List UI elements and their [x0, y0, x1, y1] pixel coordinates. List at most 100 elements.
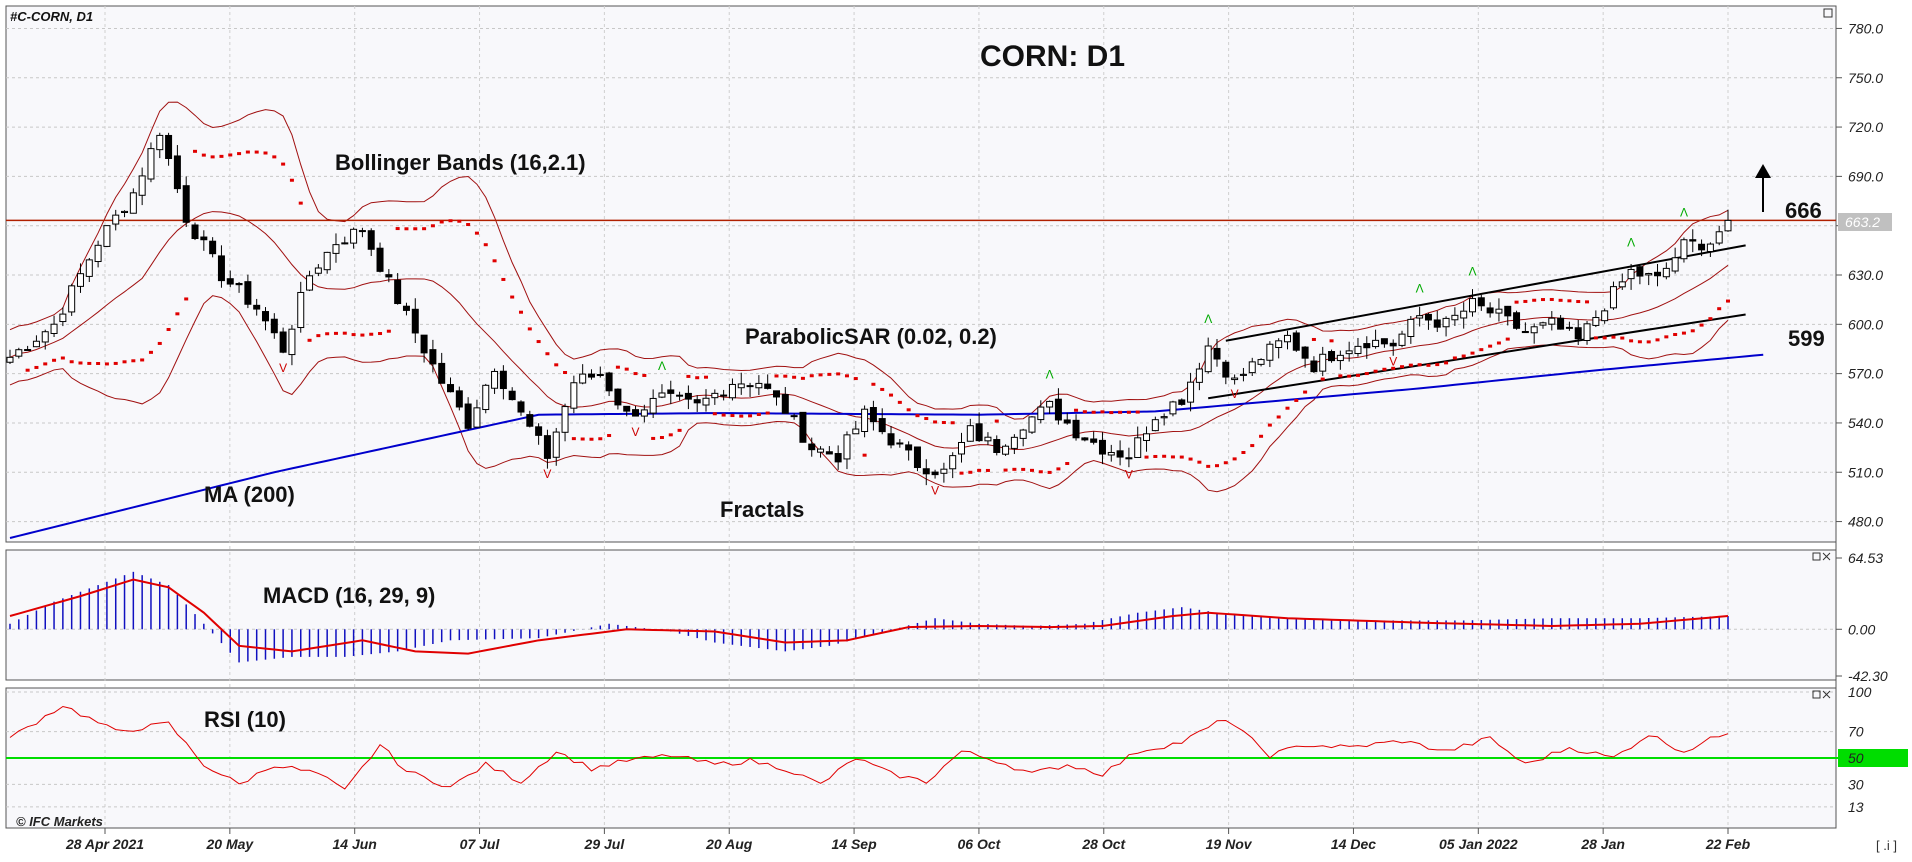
parabolic-sar: [25, 149, 1730, 475]
candle: [632, 405, 640, 417]
sar-dot: [1126, 410, 1131, 414]
sar-dot: [122, 360, 127, 364]
candle: [350, 227, 358, 249]
sar-dot: [1285, 406, 1290, 410]
sar-dot: [1320, 377, 1325, 381]
candle-body: [394, 279, 402, 305]
candle: [1222, 359, 1230, 385]
price-tag-value: 663.2: [1845, 214, 1880, 230]
candle: [50, 315, 58, 337]
candle-body: [1204, 345, 1212, 373]
sar-dot: [1338, 374, 1343, 378]
candle: [1328, 349, 1336, 363]
candle-body: [949, 455, 957, 470]
sar-dot: [633, 372, 638, 376]
candle-body: [297, 291, 305, 329]
candle-body: [931, 471, 939, 476]
price-tick-label: 750.0: [1848, 70, 1883, 86]
candle-body: [535, 426, 543, 436]
candle: [1107, 444, 1115, 462]
candle-body: [1239, 373, 1247, 376]
candle: [121, 210, 129, 218]
candle: [1019, 428, 1027, 447]
candle-body: [1592, 317, 1600, 326]
candle-body: [781, 394, 789, 414]
candle-body: [200, 236, 208, 241]
candle-body: [24, 349, 32, 352]
sar-dot: [245, 150, 250, 154]
sar-dot: [642, 373, 647, 377]
candle: [455, 386, 463, 411]
candle-body: [570, 382, 578, 409]
sar-dot: [78, 361, 83, 365]
candle-body: [1248, 361, 1256, 374]
fractals-label: Fractals: [720, 497, 804, 522]
sar-dot: [756, 412, 761, 416]
sar-dot: [1461, 354, 1466, 358]
maximize-icon[interactable]: [1823, 8, 1833, 18]
macd-signal-line: [9, 578, 1729, 655]
sar-dot: [157, 341, 162, 345]
sar-dot: [298, 201, 303, 205]
sar-dot: [704, 375, 709, 379]
price-pane[interactable]: [5, 5, 1837, 543]
macd-tick-label: 0.00: [1848, 621, 1875, 637]
candle: [808, 437, 816, 457]
candle: [543, 429, 551, 469]
macd-pane-controls-icon[interactable]: [1812, 552, 1831, 561]
sar-dot: [598, 437, 603, 441]
candle: [1266, 341, 1274, 368]
sar-dot: [1540, 298, 1545, 302]
macd-pane[interactable]: [5, 549, 1837, 681]
time-tick-label: 19 Nov: [1206, 836, 1253, 852]
sar-dot: [571, 437, 576, 441]
candle: [905, 441, 913, 461]
sar-dot: [60, 356, 65, 360]
sar-dot: [448, 219, 453, 223]
sar-dot: [686, 374, 691, 378]
sar-dot: [889, 393, 894, 397]
candle-body: [226, 278, 234, 285]
candle-body: [1539, 322, 1547, 326]
candle: [226, 270, 234, 288]
candle-body: [843, 434, 851, 460]
candle: [843, 431, 851, 470]
sar-dot: [1708, 317, 1713, 321]
candle-body: [552, 431, 560, 458]
sar-dot: [1091, 410, 1096, 414]
candle-body: [32, 340, 40, 348]
candle-body: [68, 285, 76, 313]
candle-body: [1081, 437, 1089, 441]
sar-dot: [677, 428, 682, 432]
sar-dot: [351, 333, 356, 337]
sar-dot: [1276, 415, 1281, 419]
fractal-up: Λ: [1046, 367, 1054, 381]
rsi-pane-controls-icon[interactable]: [1812, 690, 1831, 699]
candle: [526, 410, 534, 428]
bollinger-middle: [9, 211, 1729, 451]
price-tick-label: 630.0: [1848, 267, 1883, 283]
candle: [711, 389, 719, 405]
candle-body: [270, 318, 278, 334]
time-tick-label: 29 Jul: [584, 836, 626, 852]
sar-dot: [1206, 464, 1211, 468]
candle-body: [1195, 368, 1203, 383]
sar-dot: [210, 155, 215, 159]
candle: [649, 389, 657, 419]
candle: [235, 281, 243, 293]
candle-body: [1671, 257, 1679, 272]
candle-body: [1336, 354, 1344, 362]
candle-body: [975, 423, 983, 442]
candle: [253, 298, 261, 316]
candle: [482, 383, 490, 414]
fractal-up: Λ: [1204, 312, 1212, 326]
rsi-tick-label: 13: [1848, 799, 1864, 815]
sar-dot: [1532, 298, 1537, 302]
sar-dot: [219, 154, 224, 158]
candle: [1689, 229, 1697, 253]
candle: [1574, 319, 1582, 346]
bollinger-label: Bollinger Bands (16,2.1): [335, 150, 586, 175]
sar-dot: [404, 227, 409, 231]
sar-dot: [589, 437, 594, 441]
